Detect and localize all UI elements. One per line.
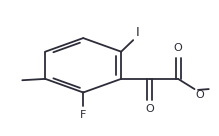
Text: O: O [174,43,182,53]
Text: I: I [136,26,140,39]
Text: O: O [145,104,154,114]
Text: O: O [196,90,204,100]
Text: F: F [80,110,87,120]
